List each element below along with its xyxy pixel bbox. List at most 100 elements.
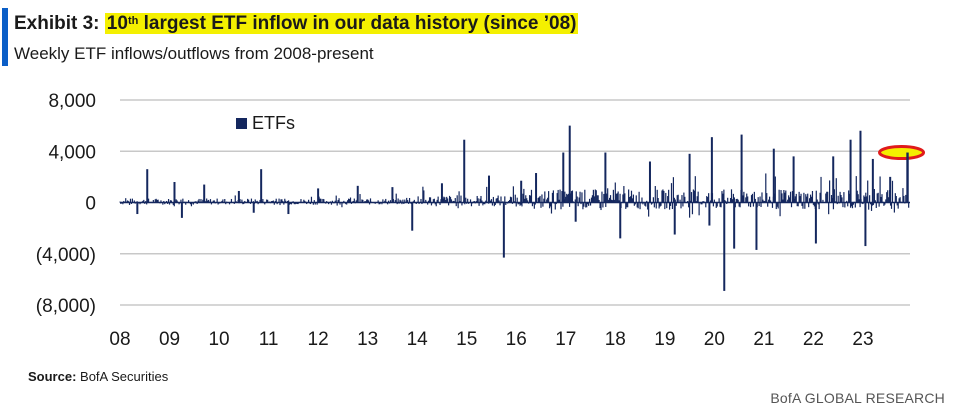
background-bar xyxy=(826,191,828,203)
background-bar xyxy=(765,173,767,203)
background-bar xyxy=(541,194,543,203)
background-bar xyxy=(712,202,715,207)
background-bar xyxy=(597,195,599,203)
background-bar xyxy=(665,192,667,203)
background-bar xyxy=(576,196,578,203)
background-bar xyxy=(886,192,888,203)
background-bar xyxy=(427,202,429,205)
background-bar xyxy=(693,190,695,203)
exhibit-label: Exhibit 3: xyxy=(14,13,100,34)
background-bar xyxy=(303,199,305,203)
background-bar xyxy=(890,202,893,209)
background-bar xyxy=(587,202,589,205)
background-bar xyxy=(732,193,735,203)
data-bar xyxy=(356,185,359,203)
data-bar xyxy=(708,202,711,226)
background-bar xyxy=(387,202,389,205)
background-bar xyxy=(192,202,194,205)
background-bar xyxy=(300,199,302,203)
background-bar xyxy=(163,200,165,203)
background-bar xyxy=(540,202,542,208)
background-bar xyxy=(330,202,333,205)
x-tick-label: 18 xyxy=(605,329,626,350)
background-bar xyxy=(147,198,150,203)
background-bar xyxy=(809,198,811,203)
background-bar xyxy=(262,199,264,203)
background-bar xyxy=(206,198,208,203)
background-bar xyxy=(349,197,352,203)
background-bar xyxy=(476,195,478,203)
background-bar xyxy=(682,202,684,207)
background-bar xyxy=(529,195,532,203)
background-bar xyxy=(222,199,224,203)
background-bar xyxy=(715,202,717,208)
background-bar xyxy=(384,200,386,203)
background-bar xyxy=(355,200,357,203)
background-bar xyxy=(676,195,678,203)
background-bar xyxy=(327,202,330,205)
background-bar xyxy=(708,193,710,203)
background-bar xyxy=(747,196,749,203)
background-bar xyxy=(582,202,584,210)
background-bar xyxy=(850,202,853,207)
y-tick-label: (4,000) xyxy=(36,245,96,266)
background-bar xyxy=(722,193,724,203)
background-bar xyxy=(528,195,531,203)
background-bar xyxy=(207,200,209,203)
x-tick-label: 08 xyxy=(109,329,130,350)
background-bar xyxy=(746,193,748,203)
background-bar xyxy=(688,202,691,218)
background-bar xyxy=(450,199,453,203)
background-bar xyxy=(632,194,634,203)
background-bar xyxy=(626,202,628,208)
background-bar xyxy=(547,197,549,203)
background-bar xyxy=(560,202,562,210)
background-bar xyxy=(812,202,815,205)
background-bar xyxy=(830,195,833,203)
background-bar xyxy=(816,199,818,203)
background-bar xyxy=(619,193,621,203)
background-bar xyxy=(692,189,695,203)
background-bar xyxy=(347,198,350,203)
background-bar xyxy=(310,196,313,203)
background-bar xyxy=(250,198,253,203)
background-bar xyxy=(323,199,325,203)
background-bar xyxy=(123,200,125,203)
y-tick-label: 8,000 xyxy=(48,91,96,112)
data-bar xyxy=(463,139,466,203)
background-bar xyxy=(884,202,886,205)
background-bar xyxy=(187,200,190,203)
background-bar xyxy=(455,202,457,207)
background-bar xyxy=(287,200,290,203)
background-bar xyxy=(738,202,740,207)
background-bar xyxy=(339,202,341,205)
background-bar xyxy=(278,198,280,203)
background-bar xyxy=(788,195,790,203)
background-bar xyxy=(242,202,244,205)
legend: ETFs xyxy=(236,113,295,133)
background-bar xyxy=(241,199,243,203)
background-bar xyxy=(142,200,144,203)
background-bar xyxy=(314,202,316,205)
background-bar xyxy=(840,194,842,203)
background-bar xyxy=(169,200,172,203)
background-bar xyxy=(120,202,122,205)
background-bar xyxy=(828,202,830,215)
background-bar xyxy=(700,202,702,205)
background-bar xyxy=(602,202,604,208)
background-bar xyxy=(735,199,737,203)
background-bar xyxy=(271,200,273,203)
background-bar xyxy=(166,200,168,203)
etf-flows-chart: 8,000 4,000 0 (4,000) (8,000) 08 09 10 11 12 13 14… xyxy=(36,91,926,350)
data-bar xyxy=(864,202,867,247)
background-bar xyxy=(272,200,274,203)
background-bar xyxy=(891,180,894,203)
background-bar xyxy=(417,196,419,203)
background-bar xyxy=(304,200,306,203)
background-bar xyxy=(894,193,896,203)
data-bar xyxy=(733,202,736,249)
background-bar xyxy=(902,188,904,203)
background-bar xyxy=(499,202,501,206)
background-bar xyxy=(168,202,171,205)
background-bar xyxy=(827,191,829,203)
